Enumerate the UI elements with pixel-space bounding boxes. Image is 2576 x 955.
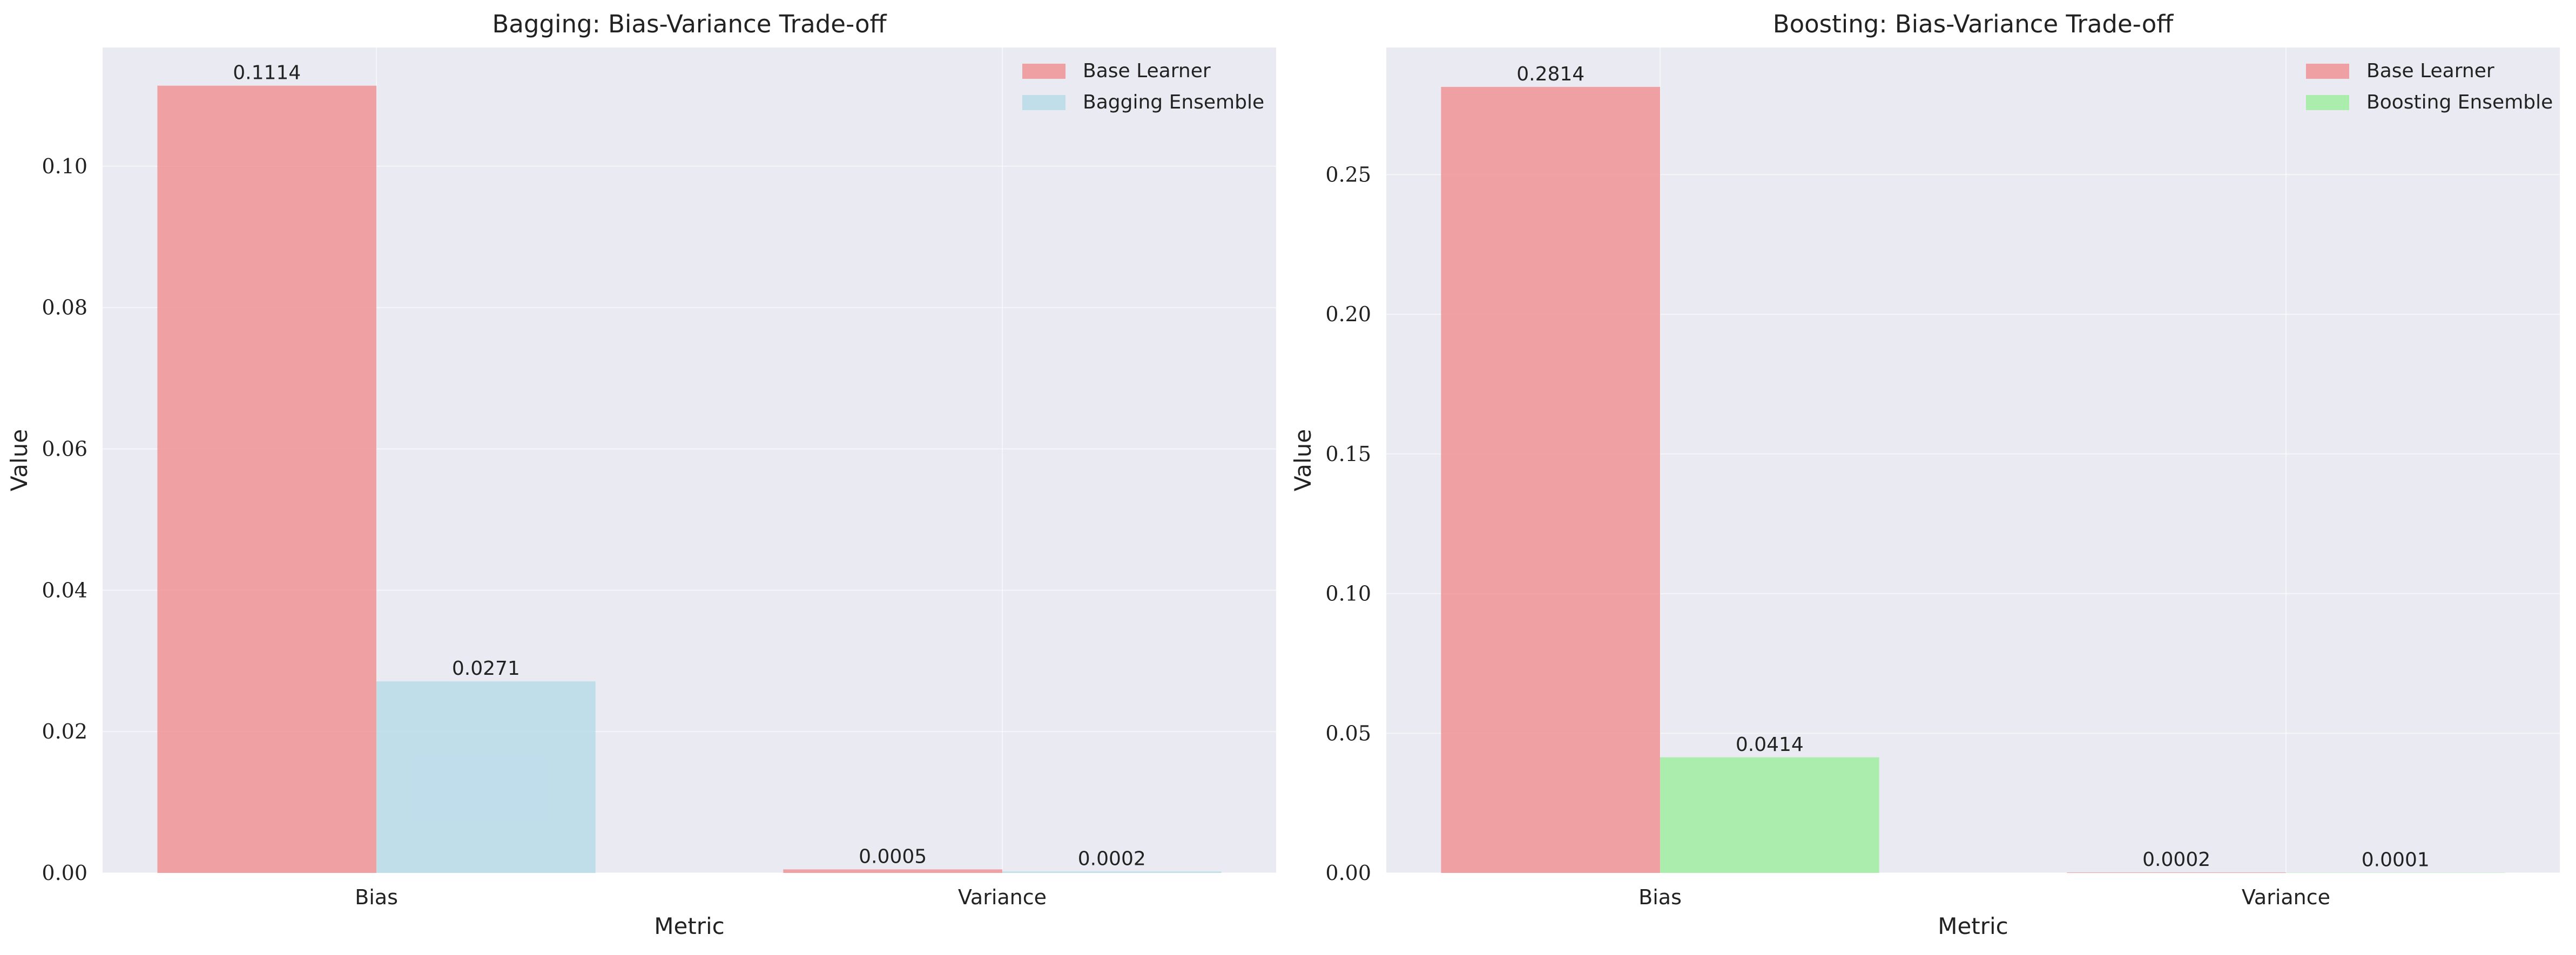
x-tick-label: Variance (2242, 885, 2330, 909)
legend-entry: Base Learner (2366, 60, 2494, 82)
bar-boosting-ensemble-variance (2285, 872, 2505, 873)
x-axis-label: Metric (1938, 913, 2008, 939)
legend-entry: Bagging Ensemble (1083, 91, 1264, 113)
y-tick-label: 0.25 (1325, 162, 1371, 186)
bar-base-learner-bias (1441, 86, 1661, 873)
bar-boosting-ensemble-bias (1660, 757, 1879, 873)
legend-swatch (2306, 95, 2349, 110)
legend-swatch (2306, 64, 2349, 79)
bar-base-learner-bias (157, 85, 377, 873)
legend-entry: Boosting Ensemble (2366, 91, 2553, 113)
bar-value-label: 0.0005 (859, 845, 927, 868)
bar-bagging-ensemble-bias (376, 681, 596, 873)
chart-title: Boosting: Bias-Variance Trade-off (1773, 10, 2174, 38)
x-axis-label: Metric (654, 913, 725, 939)
legend-swatch (1022, 95, 1066, 110)
bar-value-label: 0.0001 (2362, 849, 2430, 871)
y-tick-label: 0.00 (1325, 861, 1371, 885)
y-tick-label: 0.04 (42, 578, 87, 602)
y-tick-label: 0.00 (42, 861, 87, 885)
bar-bagging-ensemble-variance (1002, 871, 1222, 873)
chart-title: Bagging: Bias-Variance Trade-off (492, 10, 887, 38)
legend-entry: Base Learner (1083, 60, 1211, 82)
bar-value-label: 0.1114 (233, 62, 301, 84)
y-axis-label: Value (6, 429, 32, 491)
y-tick-label: 0.02 (42, 720, 87, 743)
y-tick-label: 0.15 (1325, 442, 1371, 466)
chart-panel-2: 0.2814 0.0002 0.0414 0.0001 0.00 0.05 0.10 0.15… (1290, 10, 2560, 939)
bar-value-label: 0.0002 (1078, 848, 1146, 870)
legend-swatch (1022, 64, 1066, 79)
bar-base-learner-variance (2067, 872, 2286, 873)
x-tick-label: Variance (958, 885, 1047, 909)
x-tick-label: Bias (355, 885, 398, 909)
chart-panel-1: 0.1114 0.0005 0.0271 0.0002 0.00 0.02 0.04 0.06… (6, 10, 1276, 939)
y-tick-label: 0.05 (1325, 721, 1371, 745)
bar-value-label: 0.0414 (1736, 734, 1804, 756)
y-tick-label: 0.10 (1325, 582, 1371, 606)
bar-value-label: 0.0271 (452, 658, 520, 680)
bar-base-learner-variance (783, 869, 1002, 873)
bar-value-label: 0.0002 (2142, 849, 2210, 871)
y-tick-label: 0.10 (42, 154, 87, 178)
y-axis-label: Value (1290, 429, 1316, 491)
y-tick-label: 0.08 (42, 296, 87, 320)
y-tick-label: 0.20 (1325, 302, 1371, 326)
x-tick-label: Bias (1638, 885, 1682, 909)
y-tick-label: 0.06 (42, 437, 87, 461)
bar-value-label: 0.2814 (1516, 63, 1584, 85)
